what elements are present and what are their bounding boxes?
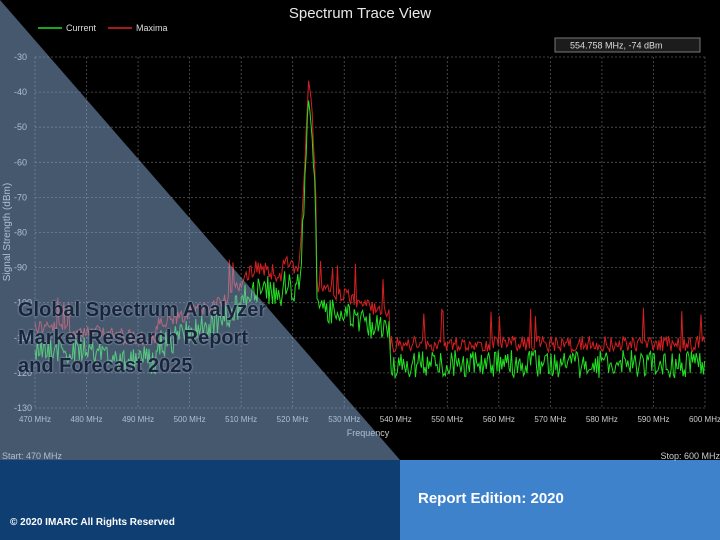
x-tick-label: 550 MHz: [431, 415, 463, 424]
copyright: © 2020 IMARC All Rights Reserved: [10, 517, 175, 528]
x-tick-label: 580 MHz: [586, 415, 618, 424]
readout-box: [554, 37, 701, 53]
x-tick-label: 600 MHz: [689, 415, 720, 424]
screen-title: Spectrum Trace View: [289, 5, 431, 22]
cover-title: Global Spectrum Analyzer Market Research…: [18, 299, 267, 377]
x-tick-label: 570 MHz: [534, 415, 566, 424]
report-edition: Report Edition: 2020: [418, 490, 564, 507]
x-tick-label: 540 MHz: [380, 415, 412, 424]
overlay-triangle: [0, 0, 400, 460]
legend-label: Maxima: [136, 23, 168, 33]
x-tick-label: 590 MHz: [637, 415, 669, 424]
legend-label: Current: [66, 23, 97, 33]
stop-label: Stop: 600 MHz: [660, 451, 720, 461]
x-tick-label: 560 MHz: [483, 415, 515, 424]
readout: 554.758 MHz, -74 dBm: [570, 41, 663, 51]
edition-band: [400, 460, 720, 540]
